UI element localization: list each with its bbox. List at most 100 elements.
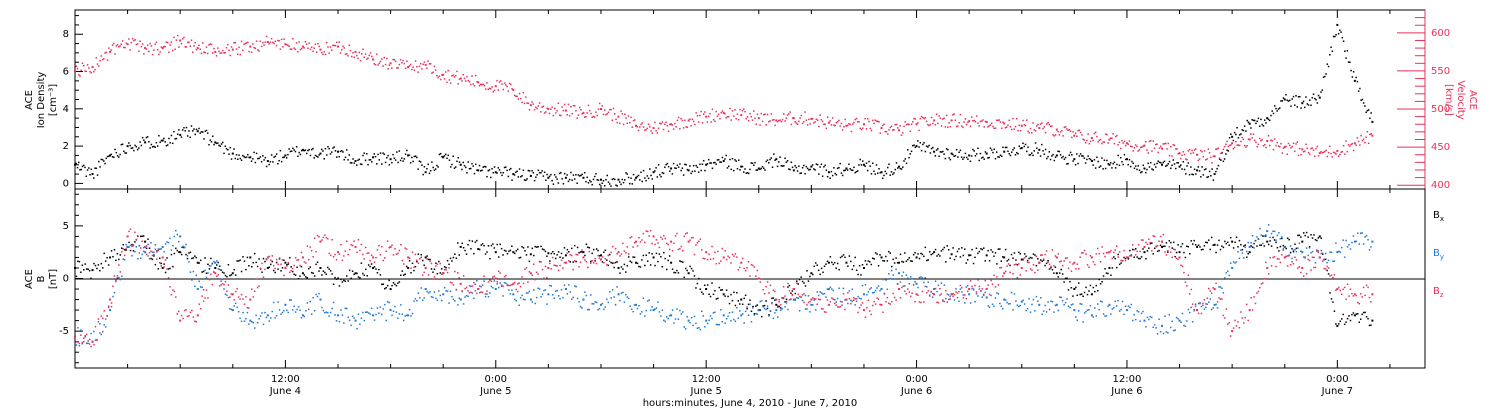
data-point [115, 151, 118, 154]
data-point [694, 170, 696, 172]
data-point [1116, 163, 1118, 166]
data-point [1332, 35, 1335, 38]
data-point [467, 79, 469, 82]
data-point [176, 34, 179, 37]
data-point [1351, 142, 1354, 145]
data-point [1219, 248, 1222, 251]
data-point [682, 250, 684, 252]
data-point [1004, 299, 1007, 301]
data-point [1061, 129, 1063, 132]
data-point [230, 293, 233, 295]
data-point [1327, 273, 1330, 275]
data-point [950, 119, 953, 122]
data-point [1283, 256, 1286, 259]
data-point [471, 240, 474, 242]
data-point [931, 252, 934, 255]
data-point [1291, 145, 1294, 148]
data-point [278, 309, 281, 311]
data-point [366, 275, 368, 277]
data-point [702, 293, 704, 295]
data-point [1333, 260, 1336, 262]
data-point [520, 97, 522, 100]
data-point [424, 288, 427, 291]
data-point [83, 269, 85, 271]
data-point [624, 179, 626, 181]
data-point [768, 162, 770, 164]
data-point [373, 261, 376, 263]
bottom-left-axis: -505 [59, 193, 83, 364]
data-point [1205, 303, 1207, 305]
data-point [169, 142, 171, 144]
data-point [474, 241, 477, 243]
data-point [1278, 107, 1281, 109]
data-point [186, 255, 189, 257]
data-point [274, 317, 276, 319]
data-point [491, 86, 493, 88]
data-point [511, 179, 513, 181]
data-point [610, 297, 612, 299]
data-point [820, 292, 823, 294]
data-point [1267, 273, 1270, 275]
data-point [996, 263, 998, 265]
data-point [1261, 138, 1263, 141]
data-point [1283, 98, 1286, 101]
data-point [164, 141, 166, 143]
data-point [1296, 106, 1299, 108]
data-point [753, 314, 756, 316]
data-point [1225, 272, 1228, 274]
data-point [708, 293, 710, 296]
data-point [519, 285, 522, 288]
data-point [186, 315, 189, 318]
data-point [797, 293, 799, 296]
data-point [597, 179, 600, 182]
data-point [1353, 79, 1356, 82]
data-point [1120, 308, 1122, 311]
data-point [783, 165, 785, 167]
data-point [175, 296, 177, 298]
data-point [717, 323, 719, 326]
data-point [1205, 168, 1207, 170]
data-point [103, 310, 105, 312]
data-point [461, 168, 463, 171]
legend-entry: Bz [1433, 286, 1444, 299]
data-point [119, 271, 122, 273]
data-point [283, 156, 285, 158]
data-point [235, 154, 238, 156]
data-point [1111, 267, 1114, 269]
data-point [869, 127, 871, 130]
data-point [1118, 263, 1121, 266]
data-point [737, 268, 740, 271]
data-point [1082, 295, 1084, 298]
data-point [516, 248, 519, 251]
data-point [376, 272, 379, 274]
data-point [305, 276, 307, 278]
data-point [786, 114, 789, 116]
data-point [553, 107, 556, 110]
data-point [1300, 271, 1302, 274]
data-point [862, 293, 865, 296]
data-point [333, 44, 335, 47]
data-point [1289, 245, 1292, 247]
data-point [123, 150, 125, 152]
data-point [182, 317, 184, 320]
data-point [213, 47, 215, 50]
data-point [1275, 265, 1277, 268]
data-point [515, 250, 517, 252]
data-point [712, 161, 715, 164]
data-point [81, 341, 84, 344]
data-point [386, 57, 388, 60]
data-point [1368, 324, 1371, 327]
data-point [382, 65, 384, 67]
data-point [665, 163, 667, 166]
data-point [784, 306, 786, 308]
data-point [953, 258, 956, 261]
data-point [366, 311, 368, 313]
data-point [1229, 335, 1232, 337]
data-point [180, 246, 183, 249]
data-point [864, 117, 866, 120]
data-point [1102, 252, 1105, 255]
data-point [601, 302, 604, 305]
data-point [230, 46, 233, 48]
data-point [1032, 298, 1035, 301]
data-point [397, 161, 399, 164]
